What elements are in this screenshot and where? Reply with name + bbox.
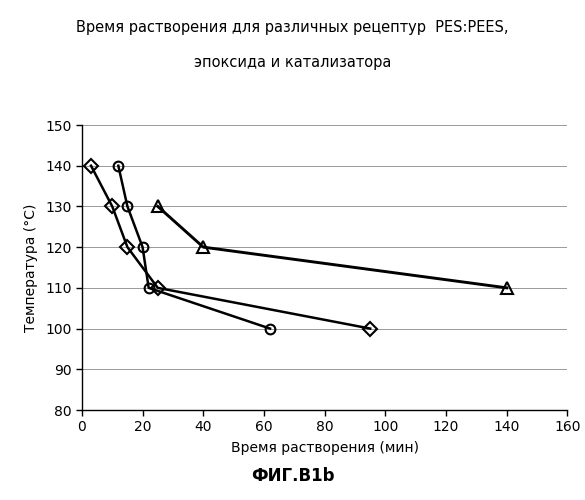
Text: Время растворения для различных рецептур  PES:PEES,: Время растворения для различных рецептур… [76,20,509,35]
X-axis label: Время растворения (мин): Время растворения (мин) [230,442,419,456]
Text: эпоксида и катализатора: эпоксида и катализатора [194,55,391,70]
Y-axis label: Температура (°С): Температура (°С) [24,204,38,332]
Text: ФИГ.В1b: ФИГ.В1b [251,467,334,485]
